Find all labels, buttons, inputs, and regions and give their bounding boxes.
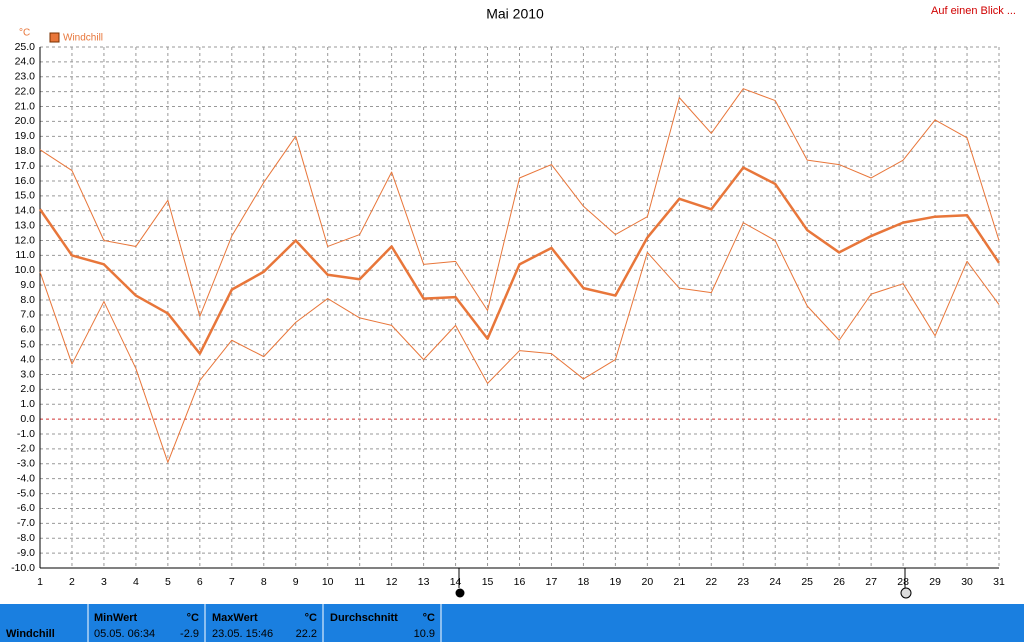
x-tick-label: 26 [833,576,845,588]
y-tick-label: 11.0 [15,249,35,261]
cell-time: 23.05. 15:46 [212,628,273,640]
y-tick-label: 8.0 [20,294,35,306]
x-tick-label: 16 [514,576,526,588]
cell-value: 10.9 [414,628,435,640]
y-tick-label: 6.0 [20,324,35,336]
y-tick-label: 23.0 [15,71,36,83]
y-tick-label: -10.0 [11,562,35,574]
x-tick-label: 15 [482,576,494,588]
cell-unit: °C [423,612,435,624]
x-tick-label: 22 [705,576,717,588]
y-tick-label: 21.0 [15,100,36,112]
x-tick-label: 23 [737,576,749,588]
y-tick-label: 0.0 [20,413,35,425]
cell-title: MinWert [94,612,138,624]
cell-value: 22.2 [296,628,317,640]
x-tick-label: 7 [229,576,235,588]
cell-time: 05.05. 06:34 [94,628,155,640]
y-tick-label: 13.0 [15,219,36,231]
summary-bar [0,604,1024,642]
y-tick-label: 17.0 [15,160,36,172]
y-tick-label: 22.0 [15,85,36,97]
x-tick-label: 1 [37,576,43,588]
y-tick-label: 18.0 [15,145,36,157]
x-tick-label: 21 [673,576,685,588]
y-tick-label: 7.0 [20,309,35,321]
y-tick-label: 12.0 [15,234,36,246]
range-line [39,222,1000,463]
x-tick-label: 17 [546,576,558,588]
series-line [38,166,1001,355]
x-tick-label: 13 [418,576,430,588]
legend-label: Windchill [63,33,103,44]
cell-unit: °C [187,612,199,624]
y-tick-label: 20.0 [15,115,36,127]
y-tick-label: 15.0 [15,190,36,202]
x-tick-label: 29 [929,576,941,588]
x-tick-label: 10 [322,576,334,588]
legend-swatch [49,32,60,43]
y-tick-label: 2.0 [20,383,35,395]
y-tick-label: -7.0 [17,517,35,529]
x-tick-label: 28 [897,576,909,588]
y-tick-label: 14.0 [15,205,36,217]
x-tick-label: 2 [69,576,75,588]
x-tick-label: 12 [386,576,398,588]
summary-name: Windchill [6,628,55,640]
x-tick-label: 6 [197,576,203,588]
x-tick-label: 8 [261,576,267,588]
y-tick-label: 4.0 [20,353,35,365]
x-tick-label: 27 [865,576,877,588]
y-tick-label: 24.0 [15,56,36,68]
x-tick-label: 14 [450,576,462,588]
y-tick-label: 5.0 [20,338,35,350]
y-tick-label: -3.0 [17,458,35,470]
cell-value: -2.9 [180,628,199,640]
x-tick-label: 19 [610,576,622,588]
x-tick-label: 5 [165,576,171,588]
x-tick-label: 24 [769,576,781,588]
y-tick-label: 3.0 [20,368,35,380]
x-tick-label: 25 [801,576,813,588]
full-moon-icon [900,587,912,599]
x-tick-label: 11 [354,576,365,588]
y-tick-label: -1.0 [17,428,35,440]
x-tick-label: 20 [642,576,654,588]
y-tick-label: -4.0 [17,472,35,484]
x-tick-label: 18 [578,576,590,588]
cell-title: MaxWert [212,612,258,624]
y-tick-label: -9.0 [17,547,35,559]
y-tick-label: 19.0 [15,130,36,142]
y-tick-label: -5.0 [17,487,35,499]
y-tick-label: 10.0 [15,264,36,276]
y-tick-label: -8.0 [17,532,35,544]
new-moon-icon [455,588,465,598]
cell-unit: °C [305,612,317,624]
x-tick-label: 31 [993,576,1005,588]
overview-link[interactable]: Auf einen Blick ... [931,5,1016,17]
unit-label: °C [19,28,30,39]
y-tick-label: 9.0 [20,279,35,291]
y-tick-label: 16.0 [15,175,36,187]
y-tick-label: 25.0 [15,41,36,53]
range-line [39,88,1000,317]
x-tick-label: 3 [101,576,107,588]
y-tick-label: -2.0 [17,443,35,455]
chart-title: Mai 2010 [486,6,544,22]
x-tick-label: 9 [293,576,299,588]
cell-title: Durchschnitt [330,612,398,624]
x-tick-label: 4 [133,576,139,588]
y-tick-label: -6.0 [17,502,35,514]
x-tick-label: 30 [961,576,973,588]
y-tick-label: 1.0 [20,398,35,410]
